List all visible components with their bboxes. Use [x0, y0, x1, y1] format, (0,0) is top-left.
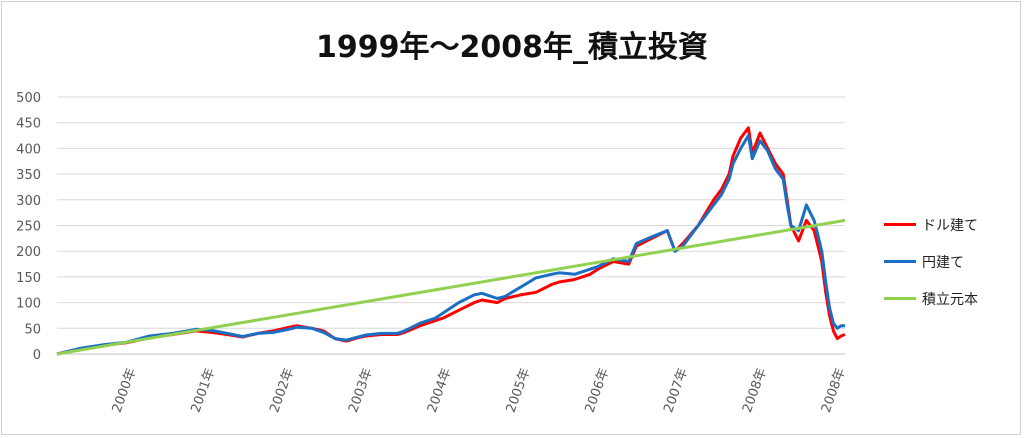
legend-label: ドル建て — [922, 217, 978, 234]
legend-label: 円建て — [922, 254, 964, 271]
legend-entry: ドル建て — [884, 206, 978, 243]
y-tick-label: 450 — [16, 117, 41, 132]
x-tick-label: 2007年 — [661, 366, 691, 414]
x-tick-label: 2006年 — [582, 366, 612, 414]
x-tick-label: 2008年 — [819, 366, 849, 414]
y-tick-label: 150 — [16, 271, 41, 286]
x-tick-label: 2005年 — [504, 366, 534, 414]
x-tick-label: 2004年 — [425, 366, 455, 414]
y-tick-label: 350 — [16, 168, 41, 183]
chart-title: 1999年～2008年_積立投資 — [316, 30, 708, 65]
y-tick-label: 50 — [24, 322, 41, 337]
y-tick-label: 0 — [33, 348, 41, 363]
y-tick-label: 100 — [16, 297, 41, 312]
series-line — [56, 218, 846, 356]
x-tick-label: 2000年 — [110, 366, 140, 414]
y-tick-label: 200 — [16, 245, 41, 260]
legend-swatch — [884, 297, 916, 300]
series-line — [56, 134, 845, 356]
x-tick-label: 2001年 — [188, 366, 218, 414]
x-tick-label: 2008年 — [740, 366, 770, 414]
y-tick-label: 250 — [16, 220, 41, 235]
legend-entry: 積立元本 — [884, 280, 978, 317]
y-tick-label: 300 — [16, 194, 41, 209]
y-tick-label: 500 — [16, 91, 41, 106]
y-tick-label: 400 — [16, 142, 41, 157]
legend-label: 積立元本 — [922, 291, 978, 308]
legend-swatch — [884, 223, 916, 226]
legend: ドル建て円建て積立元本 — [884, 206, 978, 317]
legend-entry: 円建て — [884, 243, 978, 280]
x-tick-label: 2002年 — [267, 366, 297, 414]
x-tick-label: 2003年 — [346, 366, 376, 414]
legend-swatch — [884, 260, 916, 263]
